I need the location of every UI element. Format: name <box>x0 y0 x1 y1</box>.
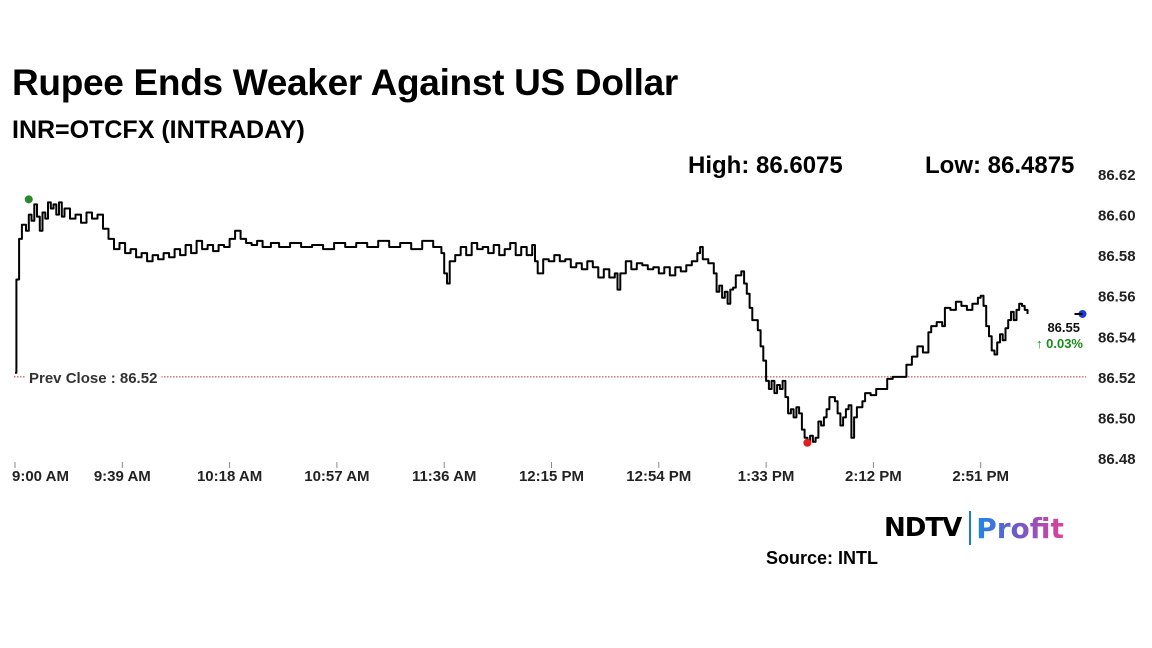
prev-close-label-background <box>25 368 162 388</box>
x-tick-label: 2:12 PM <box>845 468 902 485</box>
prev-close-label: Prev Close : 86.52 <box>29 370 157 387</box>
x-tick-label: 12:54 PM <box>626 468 691 485</box>
source-label: Source: INTL <box>766 548 879 568</box>
high-value-label: High: 86.6075 <box>688 152 843 179</box>
y-tick-label: 86.62 <box>1098 167 1136 184</box>
y-axis: 86.62 86.60 86.58 86.56 86.54 86.52 86.50 86.48 <box>1098 167 1136 468</box>
logo-ndtv-text: NDTV <box>884 513 962 543</box>
x-tick-label: 9:39 AM <box>94 468 151 485</box>
x-tick-label: 1:33 PM <box>738 468 795 485</box>
last-value-label: 86.55 <box>1047 320 1080 335</box>
y-tick-label: 86.48 <box>1098 451 1136 468</box>
high-marker <box>24 195 33 204</box>
x-tick-label: 2:51 PM <box>952 468 1009 485</box>
chart-subtitle: INR=OTCFX (INTRADAY) <box>12 116 305 144</box>
x-axis: 9:00 AM 9:39 AM 10:18 AM 10:57 AM 11:36 AM 12… <box>12 462 1009 485</box>
price-series-line <box>15 201 1029 443</box>
x-tick-label: 12:15 PM <box>519 468 584 485</box>
y-tick-label: 86.50 <box>1098 410 1136 427</box>
x-tick-label: 10:57 AM <box>304 468 369 485</box>
low-marker <box>803 438 812 447</box>
x-tick-label: 9:00 AM <box>12 468 69 485</box>
logo-profit-text: Profit <box>976 511 1064 545</box>
y-tick-label: 86.60 <box>1098 208 1136 225</box>
change-percent-label: ↑ 0.03% <box>1036 336 1083 351</box>
x-tick-label: 11:36 AM <box>412 468 476 485</box>
x-tick-label: 10:18 AM <box>197 468 262 485</box>
y-tick-label: 86.52 <box>1098 370 1136 387</box>
y-tick-label: 86.56 <box>1098 289 1136 306</box>
logo-divider <box>969 511 972 545</box>
y-tick-label: 86.58 <box>1098 248 1136 265</box>
low-value-label: Low: 86.4875 <box>925 152 1075 179</box>
y-tick-label: 86.54 <box>1098 329 1136 346</box>
chart-title: Rupee Ends Weaker Against US Dollar <box>12 62 678 103</box>
ndtv-profit-logo: NDTV Profit <box>884 510 1064 546</box>
